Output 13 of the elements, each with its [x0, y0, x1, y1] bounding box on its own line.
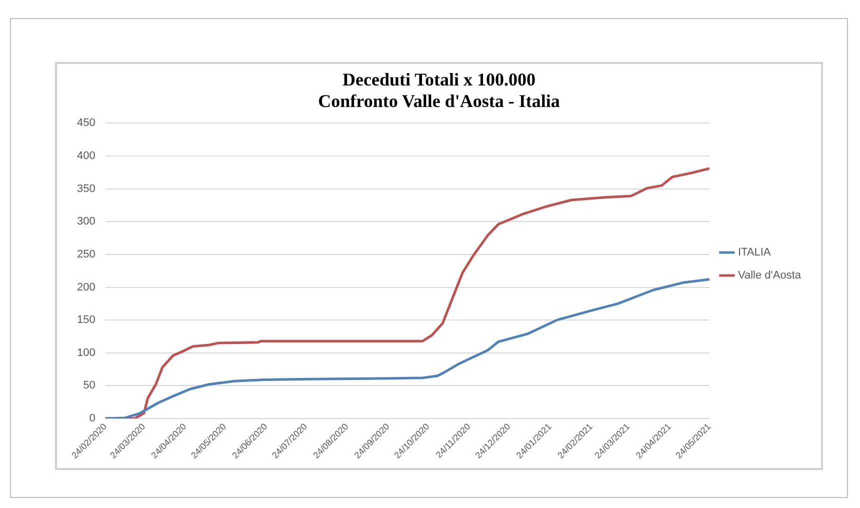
- y-tick-label: 350: [76, 182, 96, 195]
- y-tick-label: 400: [76, 150, 96, 162]
- chart-title: Deceduti Totali x 100.000 Confronto Valle d'Aosta - Italia: [318, 69, 560, 112]
- y-tick-label: 100: [76, 346, 96, 359]
- y-tick-label: 0: [89, 412, 96, 425]
- y-tick-label: 450: [76, 117, 96, 130]
- y-tick-label: 150: [76, 314, 96, 326]
- y-tick-label: 250: [76, 248, 96, 260]
- legend-label: ITALIA: [738, 246, 772, 259]
- y-tick-label: 200: [76, 281, 96, 294]
- y-tick-label: 300: [76, 216, 96, 228]
- legend-label: Valle d'Aosta: [738, 270, 802, 282]
- y-tick-label: 50: [83, 380, 96, 392]
